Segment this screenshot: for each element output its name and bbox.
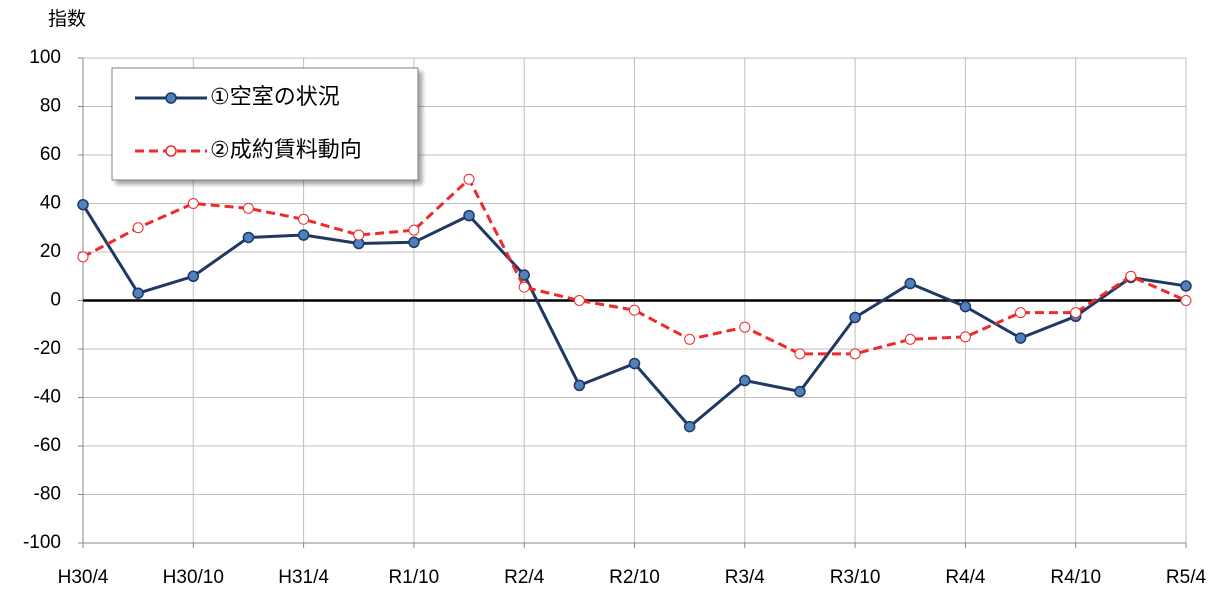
x-tick-label: H31/4 xyxy=(278,567,329,588)
data-point xyxy=(849,348,861,360)
data-point xyxy=(1180,280,1192,292)
data-point xyxy=(297,229,310,241)
data-point xyxy=(1125,270,1137,282)
x-tick-label: R4/10 xyxy=(1050,567,1101,588)
legend-box xyxy=(111,67,419,181)
legend-marker xyxy=(165,145,177,157)
x-tick-label: R4/4 xyxy=(945,567,986,588)
data-point xyxy=(518,269,530,281)
data-point xyxy=(77,198,89,211)
x-tick-label: R5/4 xyxy=(1166,567,1207,588)
data-point xyxy=(684,333,696,345)
y-tick-label: -60 xyxy=(34,435,61,456)
y-axis-label: 指数 xyxy=(48,8,86,30)
x-tick-label: R1/10 xyxy=(389,567,440,588)
x-tick-label: H30/10 xyxy=(163,567,224,588)
y-tick-label: 20 xyxy=(40,241,61,262)
y-tick-label: 60 xyxy=(40,144,61,165)
data-point xyxy=(187,198,199,209)
data-point xyxy=(739,374,751,387)
data-point xyxy=(408,236,420,249)
data-point xyxy=(242,202,254,214)
data-point xyxy=(1070,307,1082,319)
data-point xyxy=(298,213,310,225)
data-point xyxy=(573,295,585,306)
data-point xyxy=(353,229,365,241)
data-point xyxy=(794,348,806,360)
x-tick-label: R2/4 xyxy=(504,567,545,588)
data-point xyxy=(187,270,200,282)
data-point xyxy=(904,277,916,290)
legend-marker xyxy=(165,92,177,104)
data-point xyxy=(408,224,420,236)
y-tick-label: -100 xyxy=(23,532,61,553)
x-tick-label: R3/4 xyxy=(725,567,766,588)
legend: ①空室の状況 ②成約賃料動向 xyxy=(111,67,419,181)
data-point xyxy=(1180,295,1192,306)
data-point xyxy=(132,287,144,299)
data-point xyxy=(683,420,696,433)
data-point xyxy=(959,331,971,343)
x-tick-label: H30/4 xyxy=(58,567,109,588)
data-point xyxy=(629,304,640,316)
data-point xyxy=(77,251,89,263)
data-point xyxy=(242,231,255,244)
y-tick-label: 0 xyxy=(50,290,61,311)
data-point xyxy=(132,222,144,234)
y-tick-label: 100 xyxy=(29,47,61,68)
legend-label: ②成約賃料動向 xyxy=(210,137,362,162)
y-tick-label: -20 xyxy=(34,338,61,359)
data-point xyxy=(739,321,751,333)
data-point xyxy=(959,300,972,313)
legend-label: ①空室の状況 xyxy=(210,84,340,109)
x-tick-label: R3/10 xyxy=(830,567,881,588)
data-point xyxy=(1014,332,1027,344)
data-point xyxy=(849,311,861,324)
y-tick-label: 40 xyxy=(40,193,61,214)
series-line xyxy=(82,176,1187,356)
x-tick-label: R2/10 xyxy=(609,567,660,588)
data-point xyxy=(794,385,806,398)
data-point xyxy=(1015,307,1027,319)
data-point xyxy=(463,173,475,185)
y-tick-label: -40 xyxy=(34,387,61,408)
data-point xyxy=(463,209,475,222)
y-tick-label: -80 xyxy=(34,484,61,505)
data-point xyxy=(573,379,586,392)
data-point xyxy=(628,357,641,370)
data-point xyxy=(518,281,530,293)
data-point xyxy=(904,333,916,345)
y-tick-label: 80 xyxy=(40,96,61,117)
